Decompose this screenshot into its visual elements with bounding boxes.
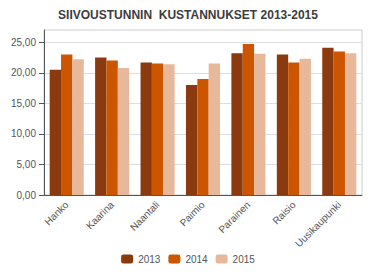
- svg-text:0,00: 0,00: [17, 190, 37, 201]
- svg-text:20,00: 20,00: [11, 67, 36, 78]
- svg-text:Paimio: Paimio: [178, 199, 208, 229]
- svg-text:SIIVOUSTUNNIN KUSTANNUKSET 20: SIIVOUSTUNNIN KUSTANNUKSET 2013-2015: [58, 8, 318, 22]
- svg-text:5,00: 5,00: [17, 159, 37, 170]
- svg-text:25,00: 25,00: [11, 37, 36, 48]
- svg-text:Raisio: Raisio: [270, 199, 298, 227]
- svg-text:2015: 2015: [233, 254, 256, 265]
- svg-text:10,00: 10,00: [11, 128, 36, 139]
- svg-text:Naantali: Naantali: [128, 199, 162, 233]
- svg-text:Uusikaupunki: Uusikaupunki: [293, 199, 343, 249]
- svg-text:2013: 2013: [138, 254, 161, 265]
- svg-text:2014: 2014: [185, 254, 208, 265]
- svg-text:15,00: 15,00: [11, 98, 36, 109]
- svg-text:Parainen: Parainen: [216, 199, 252, 235]
- svg-text:Kaarina: Kaarina: [84, 199, 116, 231]
- svg-text:Hanko: Hanko: [42, 199, 71, 228]
